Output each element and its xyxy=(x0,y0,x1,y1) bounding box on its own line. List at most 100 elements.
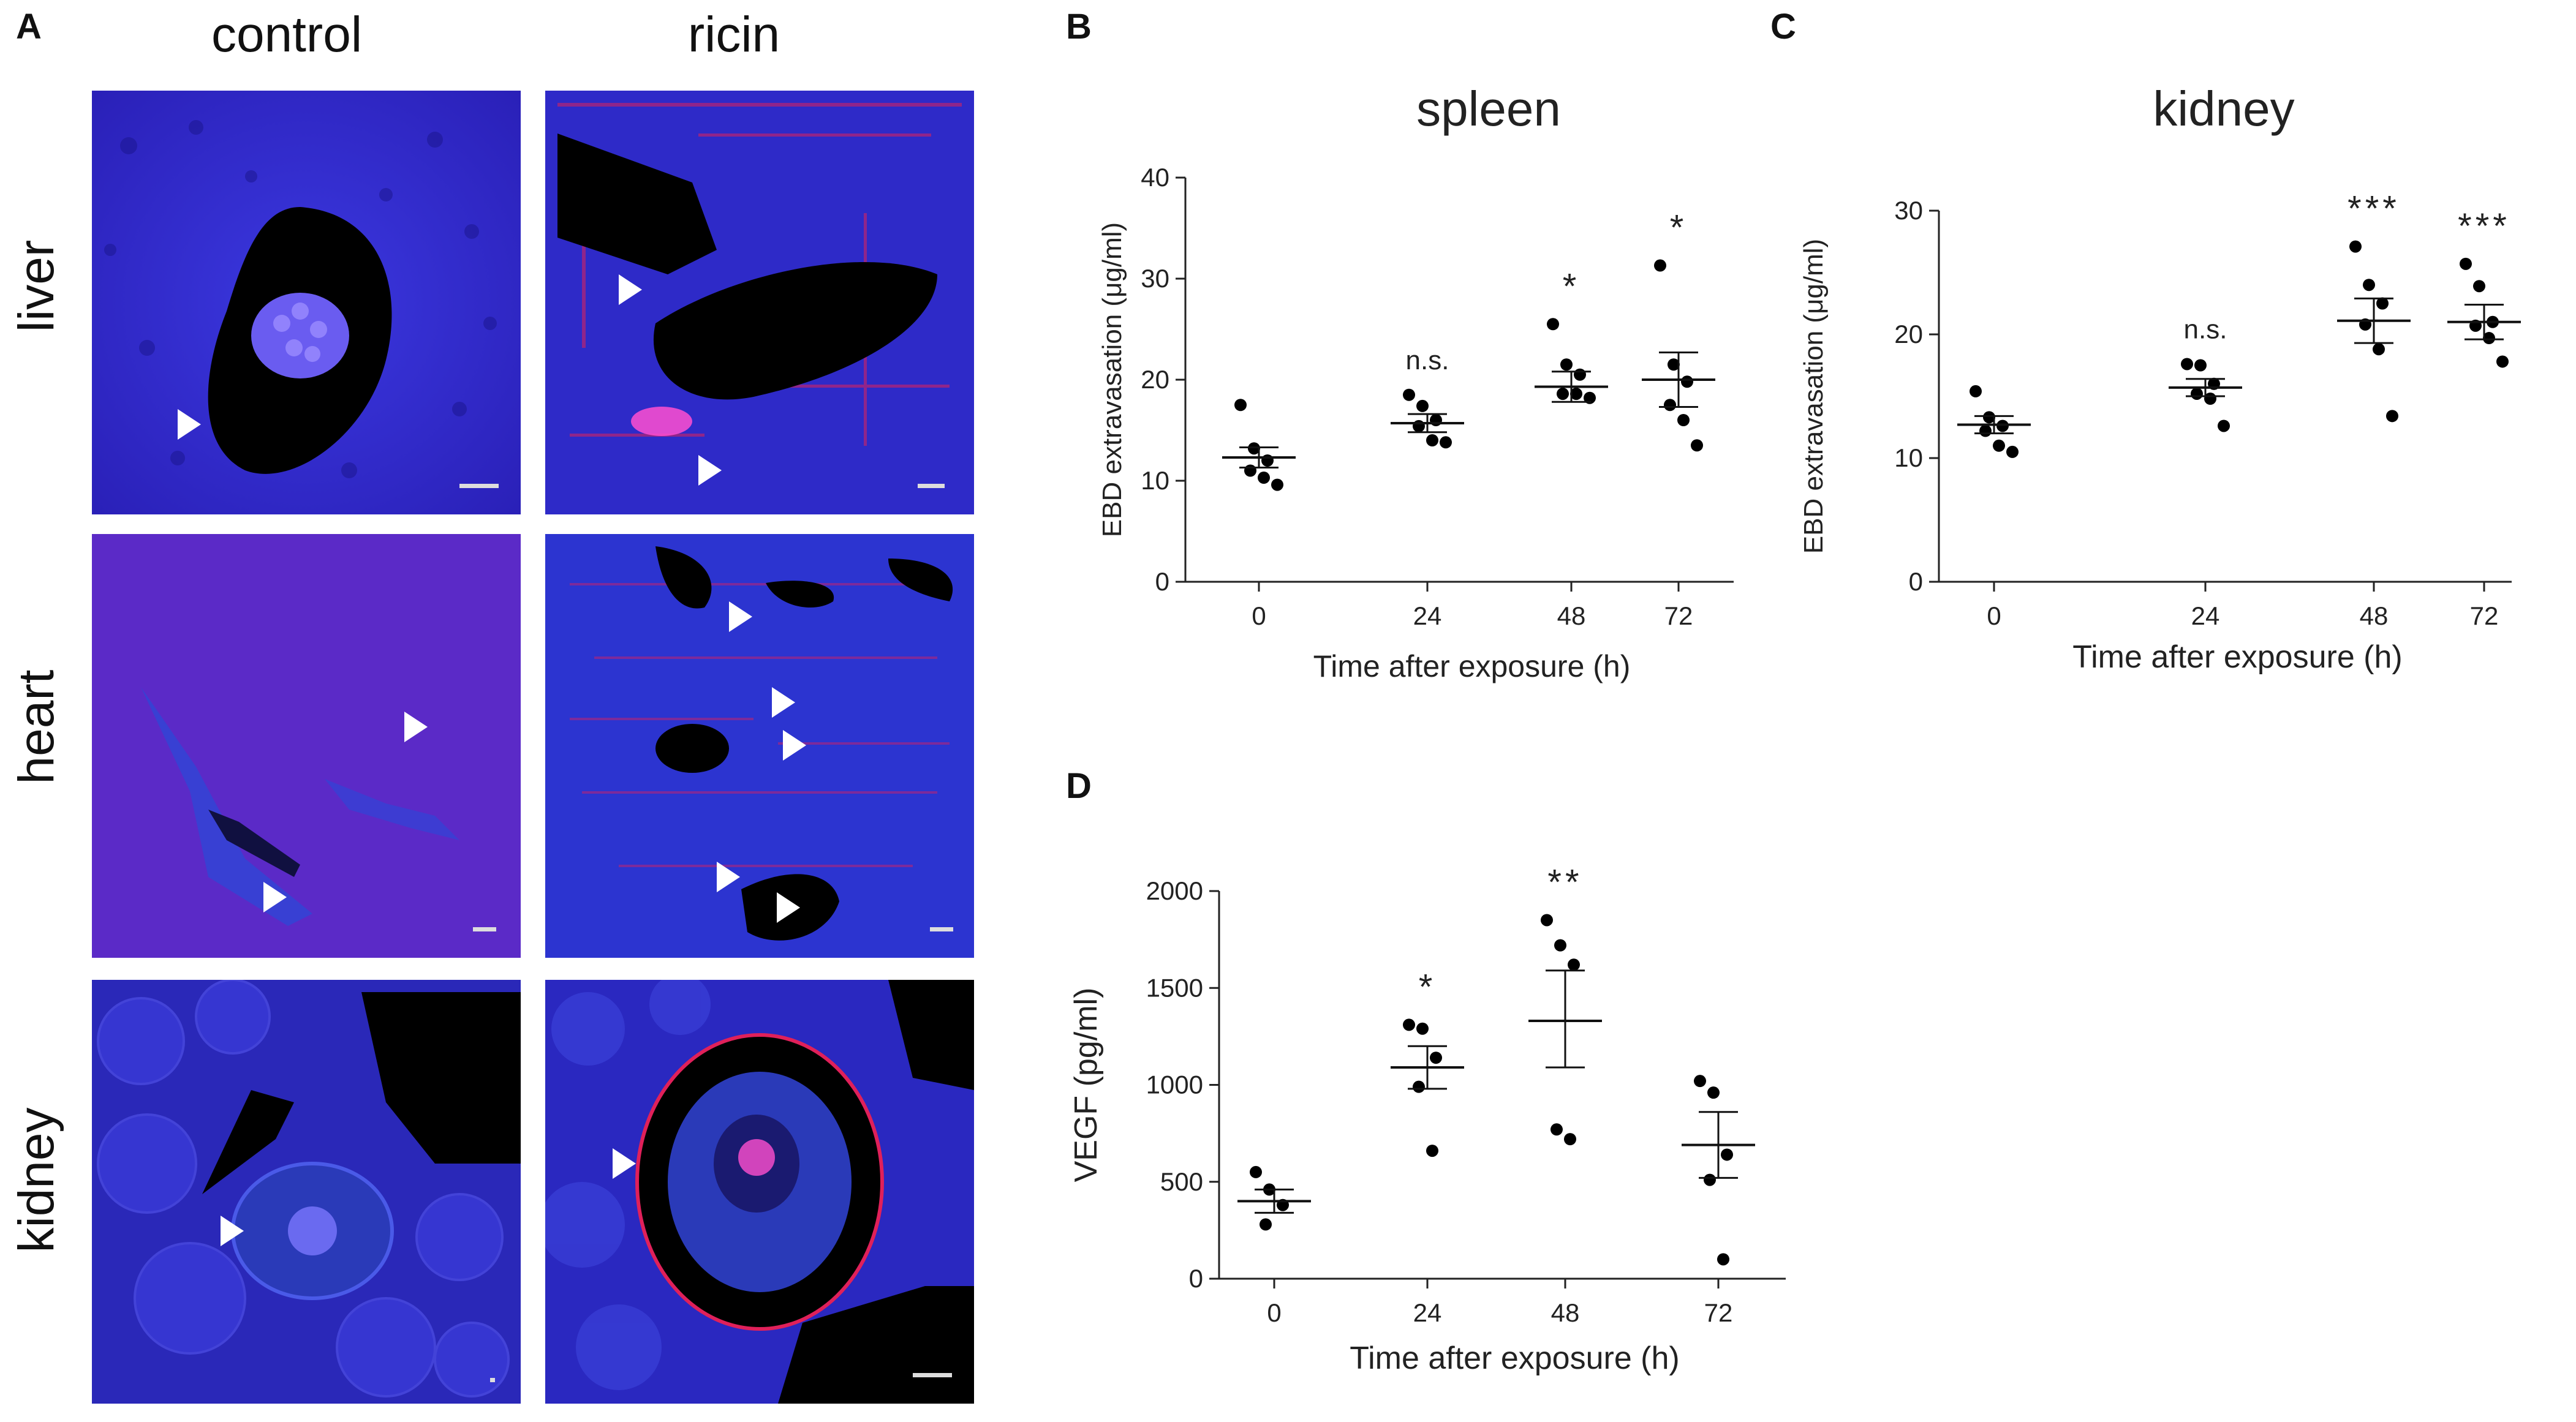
significance-label: * xyxy=(1419,967,1437,1007)
y-tick-label: 20 xyxy=(1141,365,1169,394)
significance-label: * xyxy=(1563,266,1581,306)
x-tick-label: 0 xyxy=(1252,601,1266,630)
data-point xyxy=(2376,297,2389,310)
panel-c-letter: C xyxy=(1770,7,1796,47)
micrograph-liver-ricin xyxy=(545,91,974,514)
y-tick-label: 1500 xyxy=(1146,973,1203,1002)
data-point xyxy=(1664,399,1676,412)
y-tick-label: 20 xyxy=(1894,320,1923,348)
significance-label: *** xyxy=(2347,189,2400,229)
data-point xyxy=(2181,358,2193,371)
y-tick-label: 0 xyxy=(1189,1264,1203,1293)
data-point xyxy=(1541,914,1553,927)
data-point xyxy=(1568,958,1580,971)
data-point xyxy=(2483,332,2495,345)
data-point xyxy=(1413,1080,1425,1093)
data-point xyxy=(1560,358,1573,371)
x-tick-label: 72 xyxy=(2470,601,2499,630)
data-point xyxy=(2006,445,2019,458)
significance-label: n.s. xyxy=(2184,314,2227,344)
data-point xyxy=(1707,1086,1720,1099)
data-point xyxy=(1993,439,2005,452)
panel-d-letter: D xyxy=(1066,766,1092,806)
column-header-ricin: ricin xyxy=(687,7,780,62)
micrograph-kidney-ricin xyxy=(545,980,974,1404)
data-point xyxy=(1403,388,1415,401)
data-point xyxy=(1554,939,1566,952)
data-point xyxy=(1557,388,1569,401)
x-tick-label: 72 xyxy=(1704,1298,1733,1327)
data-point xyxy=(2373,343,2385,356)
data-point xyxy=(1234,399,1247,412)
significance-label: *** xyxy=(2458,206,2510,246)
data-point xyxy=(1668,358,1680,371)
data-point xyxy=(1654,259,1666,272)
data-point xyxy=(2460,257,2472,270)
data-point xyxy=(2386,410,2398,423)
data-point xyxy=(1677,414,1690,426)
micrograph-liver-control xyxy=(92,91,521,514)
data-point xyxy=(1271,478,1283,491)
data-point xyxy=(1694,1075,1706,1088)
data-point xyxy=(1996,419,2009,432)
x-tick-label: 24 xyxy=(2191,601,2220,630)
panel-a-letter: A xyxy=(16,7,42,47)
chart-title: kidney xyxy=(2153,81,2294,136)
y-tick-label: 2000 xyxy=(1146,876,1203,905)
x-tick-label: 0 xyxy=(1267,1298,1281,1327)
x-axis-label: Time after exposure (h) xyxy=(1313,649,1631,683)
x-axis-label: Time after exposure (h) xyxy=(1350,1341,1679,1376)
y-tick-label: 0 xyxy=(1909,567,1923,596)
data-point xyxy=(1250,1165,1262,1178)
panel-b-letter: B xyxy=(1066,7,1092,47)
y-tick-label: 1000 xyxy=(1146,1070,1203,1099)
chart-title: spleen xyxy=(1416,81,1561,136)
y-tick-label: 30 xyxy=(1141,264,1169,293)
data-point xyxy=(1416,399,1429,412)
x-tick-label: 24 xyxy=(1413,601,1442,630)
x-tick-label: 48 xyxy=(1551,1298,1580,1327)
data-point xyxy=(1426,434,1438,446)
data-point xyxy=(2218,419,2230,432)
data-point xyxy=(1564,1133,1576,1146)
data-point xyxy=(2349,240,2362,253)
y-axis-label: EBD extravasation (μg/ml) xyxy=(1799,239,1829,554)
data-point xyxy=(1416,1022,1429,1035)
data-point xyxy=(1704,1173,1716,1186)
x-axis-label: Time after exposure (h) xyxy=(2072,639,2402,675)
data-point xyxy=(1426,1145,1438,1157)
y-tick-label: 0 xyxy=(1155,567,1169,596)
data-point xyxy=(1248,442,1260,455)
y-tick-label: 10 xyxy=(1894,443,1923,472)
significance-label: n.s. xyxy=(1406,345,1449,375)
data-point xyxy=(2496,355,2509,368)
significance-label: ** xyxy=(1547,862,1582,902)
x-tick-label: 48 xyxy=(1557,601,1586,630)
data-point xyxy=(1547,318,1559,331)
x-tick-label: 48 xyxy=(2360,601,2389,630)
data-point xyxy=(1430,1051,1442,1064)
y-axis-label: VEGF (pg/ml) xyxy=(1068,988,1104,1183)
x-tick-label: 24 xyxy=(1413,1298,1442,1327)
y-tick-label: 30 xyxy=(1894,196,1923,225)
data-point xyxy=(2194,359,2207,372)
data-point xyxy=(1258,472,1270,484)
y-tick-label: 500 xyxy=(1160,1167,1203,1196)
x-tick-label: 0 xyxy=(1987,601,2001,630)
y-axis-label: EBD extravasation (μg/ml) xyxy=(1097,222,1127,537)
data-point xyxy=(1403,1018,1415,1031)
data-point xyxy=(1440,436,1452,449)
micrograph-heart-ricin xyxy=(545,534,974,958)
data-point xyxy=(1691,439,1703,452)
y-tick-label: 10 xyxy=(1141,466,1169,495)
data-point xyxy=(1584,391,1596,404)
micrograph-kidney-control xyxy=(92,980,521,1404)
column-header-control: control xyxy=(211,7,363,62)
significance-label: * xyxy=(1670,208,1688,248)
x-tick-label: 72 xyxy=(1664,601,1693,630)
data-point xyxy=(2473,280,2485,293)
data-point xyxy=(1970,385,1982,397)
